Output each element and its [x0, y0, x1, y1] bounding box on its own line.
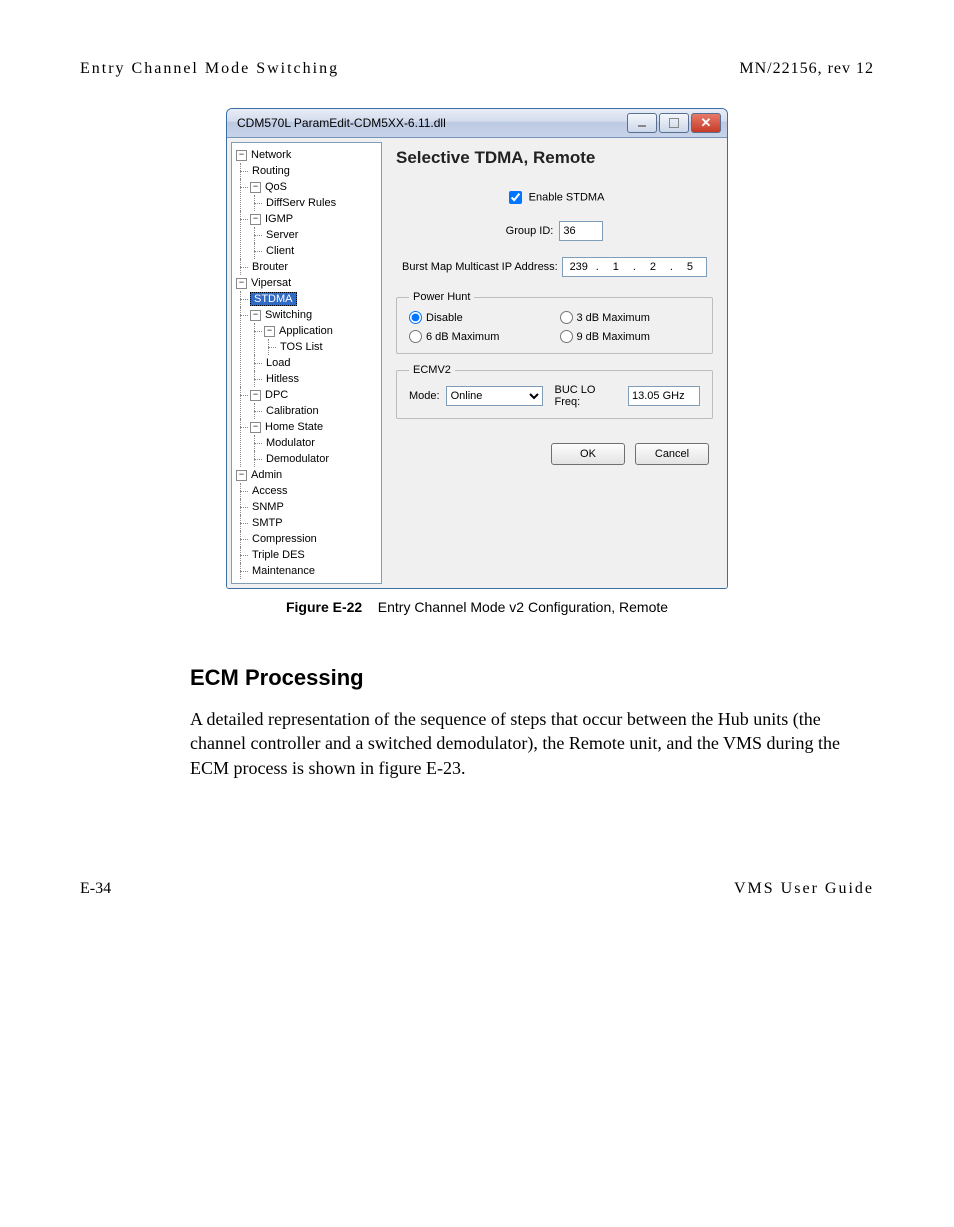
burst-map-ip-input[interactable]: . . .: [562, 257, 707, 277]
power-hunt-6db-radio[interactable]: [409, 330, 422, 343]
burst-map-ip-row: Burst Map Multicast IP Address: . . .: [396, 257, 713, 277]
collapse-icon[interactable]: −: [236, 278, 247, 289]
maximize-button[interactable]: [659, 113, 689, 133]
power-hunt-3db[interactable]: 3 dB Maximum: [560, 311, 701, 324]
buc-lo-freq-label: BUC LO Freq:: [555, 384, 623, 408]
tree-admin[interactable]: −Admin Access SNMP SMTP Compression Trip…: [236, 467, 379, 579]
tree-dpc[interactable]: −DPC Calibration: [250, 387, 379, 419]
ip-octet-4[interactable]: [674, 260, 706, 274]
collapse-icon[interactable]: −: [250, 422, 261, 433]
ecmv2-group: ECMV2 Mode: Online BUC LO Freq:: [396, 364, 713, 419]
enable-stdma-row: Enable STDMA: [396, 188, 713, 207]
panel-title: Selective TDMA, Remote: [396, 148, 713, 168]
dialog-title: CDM570L ParamEdit-CDM5XX-6.11.dll: [237, 116, 446, 130]
tree-demodulator[interactable]: Demodulator: [264, 451, 379, 467]
tree-tripledes[interactable]: Triple DES: [250, 547, 379, 563]
tree-brouter[interactable]: Brouter: [250, 259, 379, 275]
collapse-icon[interactable]: −: [250, 214, 261, 225]
ip-octet-2[interactable]: [600, 260, 632, 274]
figure-label: Figure E-22: [286, 599, 362, 615]
power-hunt-disable-radio[interactable]: [409, 311, 422, 324]
dialog-body: −Network Routing −QoS DiffServ Rules −IG…: [227, 138, 727, 588]
ip-octet-1[interactable]: [563, 260, 595, 274]
group-id-input[interactable]: [559, 221, 603, 241]
footer-right: VMS User Guide: [734, 880, 874, 898]
collapse-icon[interactable]: −: [250, 310, 261, 321]
header-left: Entry Channel Mode Switching: [80, 60, 339, 78]
power-hunt-9db-radio[interactable]: [560, 330, 573, 343]
tree-maintenance[interactable]: Maintenance: [250, 563, 379, 579]
tree-client[interactable]: Client: [264, 243, 379, 259]
power-hunt-9db[interactable]: 9 dB Maximum: [560, 330, 701, 343]
tree-server[interactable]: Server: [264, 227, 379, 243]
power-hunt-disable[interactable]: Disable: [409, 311, 550, 324]
ok-button[interactable]: OK: [551, 443, 625, 465]
tree-vipersat[interactable]: −Vipersat STDMA −Switching −Application …: [236, 275, 379, 467]
collapse-icon[interactable]: −: [264, 326, 275, 337]
dialog-button-row: OK Cancel: [396, 443, 713, 465]
collapse-icon[interactable]: −: [236, 470, 247, 481]
collapse-icon[interactable]: −: [250, 182, 261, 193]
tree-load[interactable]: Load: [264, 355, 379, 371]
close-button[interactable]: ✕: [691, 113, 721, 133]
tree-compression[interactable]: Compression: [250, 531, 379, 547]
dialog-titlebar[interactable]: CDM570L ParamEdit-CDM5XX-6.11.dll ✕: [227, 109, 727, 138]
figure-text: Entry Channel Mode v2 Configuration, Rem…: [378, 599, 668, 615]
group-id-row: Group ID:: [396, 221, 713, 241]
ecm-mode-label: Mode:: [409, 390, 440, 402]
tree-access[interactable]: Access: [250, 483, 379, 499]
close-icon: ✕: [701, 115, 712, 131]
tree-application[interactable]: −Application TOS List: [264, 323, 379, 355]
minimize-button[interactable]: [627, 113, 657, 133]
collapse-icon[interactable]: −: [250, 390, 261, 401]
cancel-button[interactable]: Cancel: [635, 443, 709, 465]
maximize-icon: [669, 118, 679, 128]
header-right: MN/22156, rev 12: [739, 60, 874, 78]
param-edit-dialog: CDM570L ParamEdit-CDM5XX-6.11.dll ✕ −Net…: [226, 108, 728, 589]
nav-tree[interactable]: −Network Routing −QoS DiffServ Rules −IG…: [231, 142, 382, 584]
window-buttons: ✕: [625, 113, 721, 133]
tree-network[interactable]: −Network Routing −QoS DiffServ Rules −IG…: [236, 147, 379, 275]
buc-lo-freq-input[interactable]: [628, 386, 700, 406]
tree-modulator[interactable]: Modulator: [264, 435, 379, 451]
tree-selected-label: STDMA: [250, 292, 297, 306]
page-header: Entry Channel Mode Switching MN/22156, r…: [80, 60, 874, 78]
tree-homestate[interactable]: −Home State Modulator Demodulator: [250, 419, 379, 467]
ecmv2-legend: ECMV2: [409, 364, 455, 376]
power-hunt-group: Power Hunt Disable 3 dB Maximum 6 dB Max…: [396, 291, 713, 354]
tree-calibration[interactable]: Calibration: [264, 403, 379, 419]
minimize-icon: [638, 125, 646, 127]
power-hunt-6db[interactable]: 6 dB Maximum: [409, 330, 550, 343]
tree-diffserv[interactable]: DiffServ Rules: [264, 195, 379, 211]
footer-left: E-34: [80, 880, 111, 898]
tree-qos[interactable]: −QoS DiffServ Rules: [250, 179, 379, 211]
enable-stdma-label: Enable STDMA: [529, 192, 605, 204]
ecm-mode-select[interactable]: Online: [446, 386, 543, 406]
tree-hitless[interactable]: Hitless: [264, 371, 379, 387]
collapse-icon[interactable]: −: [236, 150, 247, 161]
burst-map-ip-label: Burst Map Multicast IP Address:: [402, 261, 558, 273]
tree-smtp[interactable]: SMTP: [250, 515, 379, 531]
tree-snmp[interactable]: SNMP: [250, 499, 379, 515]
tree-igmp[interactable]: −IGMP Server Client: [250, 211, 379, 259]
tree-toslist[interactable]: TOS List: [278, 339, 379, 355]
section-body: A detailed representation of the sequenc…: [190, 707, 874, 780]
enable-stdma-checkbox[interactable]: [509, 191, 522, 204]
tree-switching[interactable]: −Switching −Application TOS List Load Hi…: [250, 307, 379, 387]
page-footer: E-34 VMS User Guide: [80, 880, 874, 898]
tree-routing[interactable]: Routing: [250, 163, 379, 179]
power-hunt-legend: Power Hunt: [409, 291, 474, 303]
tree-stdma[interactable]: STDMA: [250, 291, 379, 307]
figure-caption: Figure E-22 Entry Channel Mode v2 Config…: [80, 599, 874, 615]
power-hunt-3db-radio[interactable]: [560, 311, 573, 324]
ip-octet-3[interactable]: [637, 260, 669, 274]
group-id-label: Group ID:: [506, 225, 554, 237]
settings-panel: Selective TDMA, Remote Enable STDMA Grou…: [382, 142, 723, 584]
section-title: ECM Processing: [190, 665, 874, 691]
